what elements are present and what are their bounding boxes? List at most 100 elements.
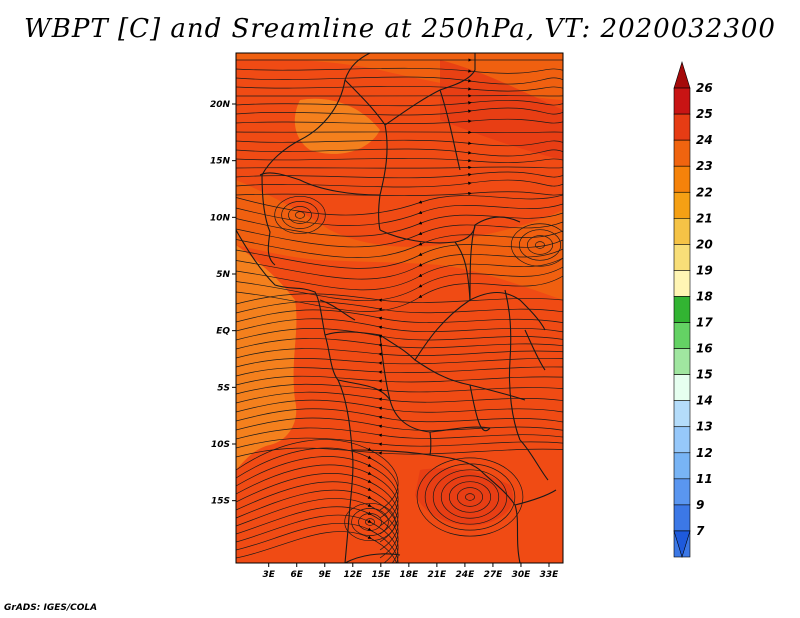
lon-tick-label: 21E: [428, 570, 448, 580]
streamline: [236, 506, 399, 563]
lat-tick-label: 15N: [210, 157, 231, 167]
streamline: [236, 67, 563, 74]
colorbar-segment: [673, 452, 691, 480]
streamline: [236, 439, 399, 511]
field-patch-atlantic: [236, 245, 297, 470]
colorbar-segment: [673, 504, 691, 532]
streamline: [236, 447, 563, 458]
streamline: [295, 211, 305, 219]
streamline: [236, 257, 563, 291]
streamline: [365, 518, 375, 526]
colorbar-segment: [673, 322, 691, 349]
longitude-axis: 3E 6E 9E 12E 15E 18E 21E 24E 27E 30E 33E: [262, 563, 559, 580]
colorbar-bottom-arrow: [673, 530, 691, 559]
field-patch-northeast: [440, 60, 563, 160]
map-title: WBPT [C] and Sreamline at 250hPa, VT: 20…: [24, 14, 776, 44]
streamline: [236, 383, 563, 395]
streamline: [236, 427, 563, 440]
streamline: [236, 531, 397, 563]
lon-tick-label: 9E: [319, 570, 332, 580]
colorbar-segment: [673, 139, 691, 167]
streamline: [510, 223, 563, 267]
streamline: [416, 457, 524, 537]
colorbar-label: 20: [696, 237, 713, 251]
colorbar-segment: [673, 426, 691, 454]
lat-tick-label: 20N: [210, 100, 231, 110]
colorbar-segment: [673, 374, 691, 401]
lat-tick-label: 10S: [211, 440, 230, 450]
streamline: [236, 191, 563, 196]
colorbar-segment: [673, 165, 691, 193]
streamline: [236, 100, 563, 107]
colorbar-label: 11: [696, 472, 713, 486]
streamline: [344, 502, 396, 542]
streamline: [535, 241, 545, 249]
streamline: [274, 195, 326, 235]
lon-tick-label: 3E: [262, 570, 275, 580]
streamline: [236, 437, 563, 449]
streamline: [236, 85, 563, 92]
streamline: [236, 318, 563, 333]
colorbar-label: 24: [696, 133, 713, 147]
streamline: [236, 417, 563, 431]
cyclone-southwest: [344, 502, 396, 542]
lon-tick-label: 33E: [540, 570, 560, 580]
lon-tick-label: 12E: [343, 570, 363, 580]
lat-tick-label: EQ: [216, 327, 230, 337]
lon-tick-label: 6E: [291, 570, 304, 580]
streamline: [236, 212, 563, 237]
lat-tick-label: 10N: [210, 213, 231, 223]
colorbar-segment: [673, 244, 691, 271]
colorbar-label: 14: [696, 394, 713, 408]
streamline: [236, 464, 399, 535]
colorbar-label: 25: [696, 107, 713, 121]
latitude-axis: 20N 15N 10N 5N EQ 5S 10S 15S: [210, 100, 236, 507]
streamline: [236, 399, 563, 413]
streamline: [236, 498, 399, 563]
streamline: [432, 469, 508, 525]
streamline: [236, 194, 563, 216]
wbpt-field: [236, 53, 563, 563]
colorbar-label: 26: [696, 81, 713, 95]
colorbar-label: 9: [696, 498, 704, 512]
field-patch-west-sahara: [294, 98, 380, 154]
colorbar-segment: [673, 478, 691, 506]
streamline: [465, 493, 475, 501]
streamline: [236, 275, 563, 312]
streamline: [236, 447, 399, 519]
streamline: [236, 203, 563, 226]
streamline: [236, 139, 563, 147]
colorbar-label: 22: [696, 185, 713, 199]
streamline: [518, 229, 562, 261]
streamline: [236, 328, 563, 341]
colorbar-label: 13: [696, 420, 713, 434]
colorbar-segment: [673, 87, 691, 115]
streamline: [236, 489, 399, 559]
streamline: [236, 165, 563, 170]
streamline: [236, 148, 563, 157]
plot-frame: [235, 52, 564, 564]
grads-credit: GrADS: IGES/COLA: [4, 603, 98, 613]
colorbar-segment: [673, 113, 691, 141]
field-patch-sahel: [236, 180, 563, 300]
colorbar-label: 23: [696, 159, 713, 173]
streamline: [236, 522, 399, 563]
streamline: [236, 76, 563, 85]
streamlines: [236, 58, 563, 563]
field-patch-south-cyclone: [415, 468, 514, 526]
colorbar-label: 17: [696, 316, 713, 330]
colorbar: 26 25 24 23 22 21 20 19 18 17 16 15 14 13 12 11 9 7: [673, 60, 713, 559]
streamline: [236, 391, 563, 404]
streamline: [281, 201, 319, 229]
streamline: [236, 130, 563, 135]
streamline: [236, 107, 563, 116]
lat-tick-label: 5N: [216, 270, 230, 280]
lon-tick-label: 24E: [456, 570, 476, 580]
lat-tick-label: 15S: [211, 497, 230, 507]
colorbar-segment: [673, 270, 691, 297]
streamline: [236, 456, 399, 527]
streamline: [236, 514, 399, 563]
streamline: [236, 179, 563, 188]
streamline: [236, 375, 563, 386]
